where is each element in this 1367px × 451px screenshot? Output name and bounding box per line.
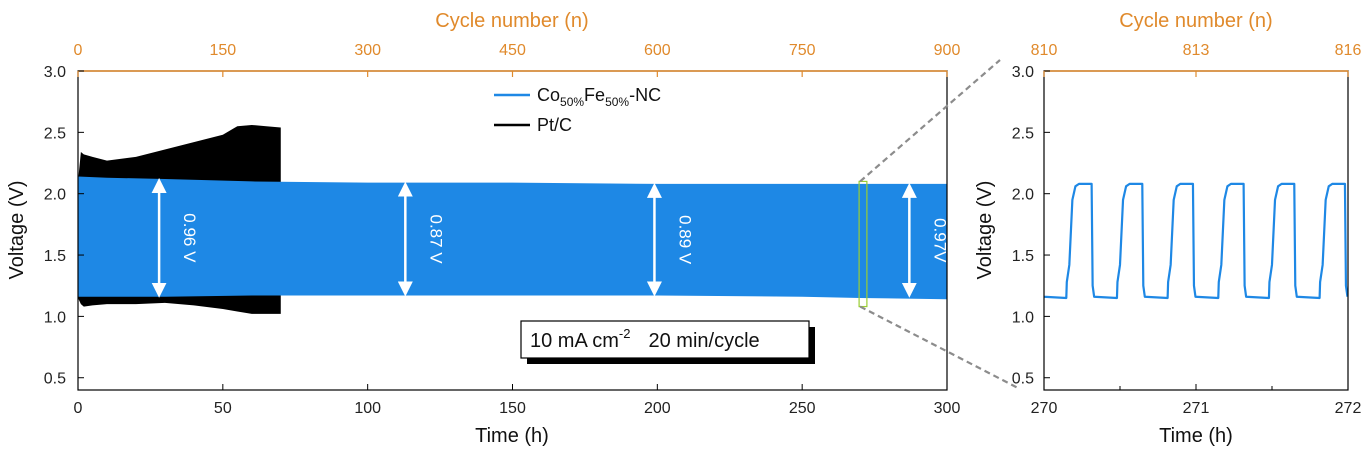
y-tick-label: 1.5 <box>44 248 66 265</box>
zoom-connector-lines <box>859 59 1019 389</box>
series-cofe-zoom-line <box>1044 182 1348 300</box>
condition-text: 10 mA cm-2 20 min/cycle <box>530 326 760 352</box>
series-cofe-band <box>78 176 947 300</box>
zoom-plot-area <box>1044 182 1348 300</box>
x-tick-label: 50 <box>214 400 232 417</box>
zoom-connector-bottom <box>859 305 1019 389</box>
y-tick-label: 2.5 <box>44 125 66 142</box>
condition-box: 10 mA cm-2 20 min/cycle <box>520 320 815 364</box>
top-tick-label: 600 <box>644 42 671 59</box>
top-tick-label: 750 <box>789 42 816 59</box>
zoom-y-tick-label: 0.5 <box>1012 371 1034 388</box>
y-tick-label: 2.0 <box>44 187 66 204</box>
zoom-top-tick-label: 813 <box>1183 42 1210 59</box>
top-tick-label: 450 <box>499 42 526 59</box>
zoom-top-tick-label: 816 <box>1335 42 1362 59</box>
zoom-plot-frame <box>1043 70 1349 391</box>
zoom-panel: 270 271 272 0.5 1.0 1.5 2.0 2.5 3.0 810 813 816 Tim… <box>974 10 1361 447</box>
x-tick-label: 0 <box>74 400 83 417</box>
zoom-top-axis-title: Cycle number (n) <box>1119 10 1272 32</box>
main-x-axis-title: Time (h) <box>475 425 549 447</box>
y-tick-label: 3.0 <box>44 64 66 81</box>
zoom-axis-ticks: 270 271 272 0.5 1.0 1.5 2.0 2.5 3.0 810 813 816 <box>1012 42 1362 417</box>
zoom-y-axis-title: Voltage (V) <box>974 181 996 280</box>
zoom-y-tick-label: 1.5 <box>1012 248 1034 265</box>
gap-label: 0.89 V <box>675 215 694 265</box>
zoom-x-tick-label: 270 <box>1031 400 1058 417</box>
zoom-x-tick-label: 271 <box>1183 400 1210 417</box>
legend-label-ptc: Pt/C <box>537 115 572 135</box>
main-axis-ticks: 0 50 100 150 200 250 300 0.5 1.0 1.5 2.0 2.5 3.0 0 150… <box>44 42 961 417</box>
zoom-window-marker <box>858 180 868 308</box>
gap-label: 0.87 V <box>426 215 445 265</box>
zoom-y-tick-label: 1.0 <box>1012 309 1034 326</box>
main-panel: 0.96 V 0.87 V 0.89 V 0.97V 0 50 100 150 200 250 3… <box>6 10 960 447</box>
zoom-y-tick-label: 3.0 <box>1012 64 1034 81</box>
gap-label: 0.97V <box>930 218 949 263</box>
voltage-gap-annotations: 0.96 V 0.87 V 0.89 V 0.97V <box>151 177 949 298</box>
x-tick-label: 250 <box>789 400 816 417</box>
y-tick-label: 1.0 <box>44 309 66 326</box>
y-tick-label: 0.5 <box>44 371 66 388</box>
top-tick-label: 900 <box>934 42 961 59</box>
main-top-axis-title: Cycle number (n) <box>435 10 588 32</box>
zoom-x-axis-title: Time (h) <box>1159 425 1233 447</box>
zoom-top-tick-label: 810 <box>1031 42 1058 59</box>
top-tick-label: 300 <box>354 42 381 59</box>
x-tick-label: 300 <box>934 400 961 417</box>
gap-label: 0.96 V <box>180 213 199 263</box>
main-y-axis-title: Voltage (V) <box>6 181 28 280</box>
zoom-x-tick-label: 272 <box>1335 400 1362 417</box>
x-tick-label: 200 <box>644 400 671 417</box>
top-tick-label: 150 <box>209 42 236 59</box>
zoom-y-tick-label: 2.5 <box>1012 125 1034 142</box>
zoom-connector-top <box>859 59 1001 183</box>
legend-label-cofe: Co50%Fe50%-NC <box>537 85 661 109</box>
top-tick-label: 0 <box>74 42 83 59</box>
zoom-y-tick-label: 2.0 <box>1012 187 1034 204</box>
x-tick-label: 100 <box>354 400 381 417</box>
x-tick-label: 150 <box>499 400 526 417</box>
legend: Co50%Fe50%-NC Pt/C <box>494 85 661 135</box>
main-plot-area <box>78 124 947 314</box>
